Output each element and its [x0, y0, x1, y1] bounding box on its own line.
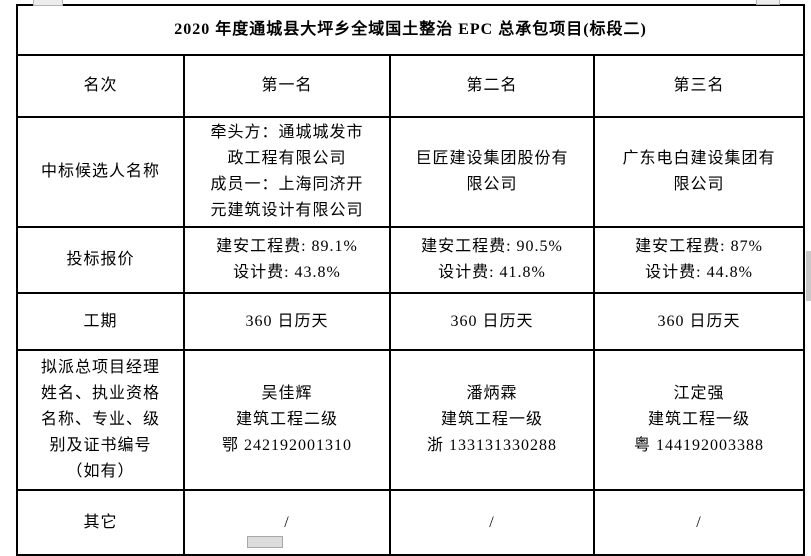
bid-result-table: 2020 年度通城县大坪乡全域国土整治 EPC 总承包项目(标段二) 名次 第一… — [15, 4, 806, 556]
candidate-name-second-cell: 巨匠建设集团股份有 限公司 — [389, 116, 595, 228]
viewer-edge-artifact-top-right — [756, 0, 780, 5]
candidate-name-first-cell: 牵头方：通城城发市 政工程有限公司 成员一：上海同济开 元建筑设计有限公司 — [183, 116, 391, 228]
project-manager-third-cell: 江定强 建筑工程一级 粤 144192003388 — [592, 349, 806, 491]
table-title: 2020 年度通城县大坪乡全域国土整治 EPC 总承包项目(标段二) — [15, 4, 806, 56]
first-place-header-cell: 第一名 — [183, 54, 391, 118]
bid-price-first-cell: 建安工程费: 89.1% 设计费: 43.8% — [183, 226, 391, 294]
viewer-edge-artifact-bottom — [247, 536, 283, 548]
bid-price-second-cell: 建安工程费: 90.5% 设计费: 41.8% — [389, 226, 595, 294]
vertical-scrollbar-thumb[interactable] — [806, 251, 811, 301]
bid-price-third-cell: 建安工程费: 87% 设计费: 44.8% — [592, 226, 806, 294]
duration-second-cell: 360 日历天 — [389, 292, 595, 351]
project-manager-second-cell: 潘炳霖 建筑工程一级 浙 133131330288 — [389, 349, 595, 491]
other-third-cell: / — [592, 489, 806, 556]
second-place-header-cell: 第二名 — [389, 54, 595, 118]
candidate-name-third-cell: 广东电白建设集团有 限公司 — [592, 116, 806, 228]
duration-third-cell: 360 日历天 — [592, 292, 806, 351]
project-manager-first-cell: 吴佳辉 建筑工程二级 鄂 242192001310 — [183, 349, 391, 491]
duration-row-label: 工期 — [16, 292, 185, 351]
header-row: 名次 第一名 第二名 第三名 — [16, 54, 806, 118]
bid-price-row-label: 投标报价 — [16, 226, 185, 294]
bid-price-row: 投标报价 建安工程费: 89.1% 设计费: 43.8% 建安工程费: 90.5… — [16, 226, 806, 294]
title-row: 2020 年度通城县大坪乡全域国土整治 EPC 总承包项目(标段二) — [15, 4, 806, 56]
other-row-label: 其它 — [16, 489, 185, 556]
rank-header-cell: 名次 — [16, 54, 185, 118]
project-manager-row-label: 拟派总项目经理 姓名、执业资格 名称、专业、级 别及证书编号 （如有） — [16, 349, 185, 491]
other-row: 其它 / / / — [16, 489, 806, 556]
viewer-edge-artifact-top-left — [33, 0, 63, 6]
project-manager-row: 拟派总项目经理 姓名、执业资格 名称、专业、级 别及证书编号 （如有） 吴佳辉 … — [16, 349, 806, 491]
candidate-name-row-label: 中标候选人名称 — [16, 116, 185, 228]
other-second-cell: / — [389, 489, 595, 556]
duration-first-cell: 360 日历天 — [183, 292, 391, 351]
third-place-header-cell: 第三名 — [592, 54, 806, 118]
candidate-name-row: 中标候选人名称 牵头方：通城城发市 政工程有限公司 成员一：上海同济开 元建筑设… — [16, 116, 806, 228]
duration-row: 工期 360 日历天 360 日历天 360 日历天 — [16, 292, 806, 351]
other-first-cell: / — [183, 489, 391, 556]
